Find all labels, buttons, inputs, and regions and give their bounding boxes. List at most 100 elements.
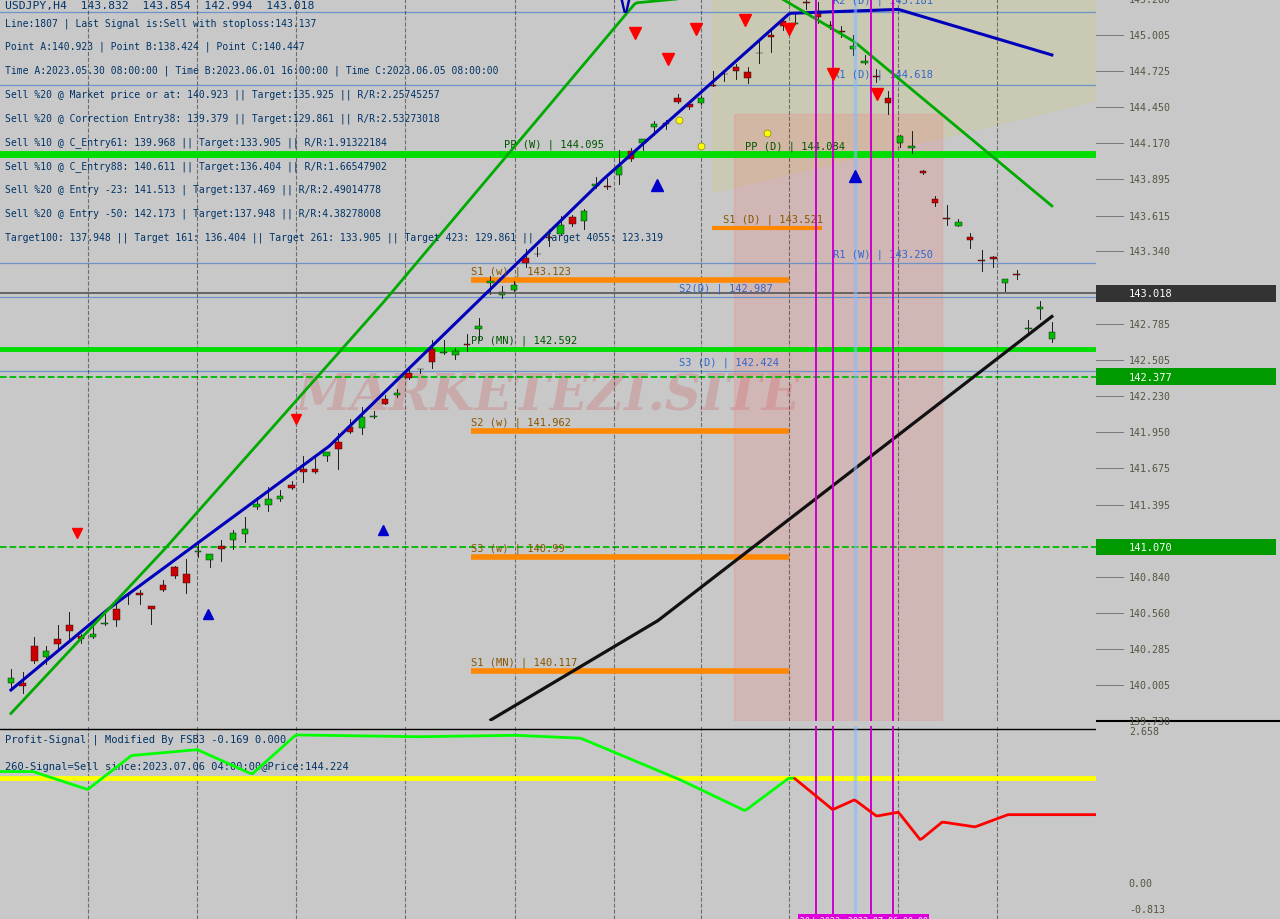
Bar — [183, 574, 189, 584]
Text: Sell %20 @ Entry -23: 141.513 | Target:137.469 || R/R:2.49014778: Sell %20 @ Entry -23: 141.513 | Target:1… — [5, 185, 381, 195]
Text: S1 (D) | 143.521: S1 (D) | 143.521 — [723, 214, 823, 225]
Text: 20/ 2023.07: 20/ 2023.07 — [800, 915, 855, 919]
Text: Time A:2023.05.30 08:00:00 | Time B:2023.06.01 16:00:00 | Time C:2023.06.05 08:0: Time A:2023.05.30 08:00:00 | Time B:2023… — [5, 65, 499, 76]
Bar — [324, 453, 330, 457]
Bar — [452, 351, 458, 356]
Bar — [394, 393, 401, 395]
Text: PP (D) | 144.084: PP (D) | 144.084 — [745, 142, 845, 152]
Text: Profit-Signal | Modified By FSB3 -0.169 0.000: Profit-Signal | Modified By FSB3 -0.169 … — [5, 733, 287, 744]
Bar — [978, 260, 986, 261]
Bar — [160, 585, 166, 591]
Bar — [884, 99, 891, 104]
Bar — [745, 73, 751, 79]
Text: 142.505: 142.505 — [1129, 356, 1171, 366]
Text: 145.280: 145.280 — [1129, 0, 1171, 5]
Polygon shape — [712, 0, 1096, 192]
Text: R2 (D) | 145.181: R2 (D) | 145.181 — [833, 0, 933, 6]
Bar — [920, 172, 927, 175]
Bar — [616, 166, 622, 176]
Bar — [475, 326, 483, 330]
Text: PP (W) | 144.095: PP (W) | 144.095 — [504, 140, 604, 150]
Bar — [42, 651, 50, 657]
Text: 140.285: 140.285 — [1129, 644, 1171, 654]
Text: 2.658: 2.658 — [1129, 726, 1158, 736]
Bar — [347, 427, 353, 432]
Text: 145.005: 145.005 — [1129, 30, 1171, 40]
Text: 142.785: 142.785 — [1129, 319, 1171, 329]
Bar — [522, 258, 529, 264]
Text: USDJPY,H4  143.832  143.854  142.994  143.018: USDJPY,H4 143.832 143.854 142.994 143.01… — [5, 2, 315, 11]
Bar — [955, 223, 961, 226]
Text: S1 (MN) | 140.117: S1 (MN) | 140.117 — [471, 657, 577, 667]
Bar — [113, 609, 119, 620]
Bar — [652, 125, 658, 128]
Text: 141.070: 141.070 — [1129, 542, 1172, 552]
Bar — [288, 486, 294, 489]
Bar — [1014, 275, 1020, 276]
Text: 140.560: 140.560 — [1129, 608, 1171, 618]
Bar — [429, 349, 435, 362]
Bar — [370, 416, 376, 417]
Text: 143.895: 143.895 — [1129, 175, 1171, 185]
Bar — [896, 137, 904, 144]
Bar — [1096, 369, 1276, 386]
Bar — [991, 257, 997, 260]
Bar — [557, 226, 564, 234]
Bar — [55, 640, 61, 644]
Text: S1 (w) | 143.123: S1 (w) | 143.123 — [471, 266, 571, 277]
Bar — [312, 470, 319, 472]
Text: R1 (W) | 143.250: R1 (W) | 143.250 — [833, 249, 933, 260]
Bar — [90, 634, 96, 637]
Text: 20: 20 — [860, 915, 870, 919]
Bar — [932, 199, 938, 204]
Bar — [686, 105, 692, 108]
Bar — [814, 12, 822, 18]
Bar — [499, 292, 506, 296]
Text: 142.230: 142.230 — [1129, 391, 1171, 402]
Bar — [148, 607, 155, 609]
Text: 139.730: 139.730 — [1129, 717, 1171, 726]
Bar — [206, 554, 212, 561]
Bar — [570, 218, 576, 225]
Bar — [966, 237, 973, 241]
Text: R1 (D) | 144.618: R1 (D) | 144.618 — [833, 69, 933, 80]
Text: Sell %10 @ C_Entry88: 140.611 || Target:136.404 || R/R:1.66547902: Sell %10 @ C_Entry88: 140.611 || Target:… — [5, 161, 388, 172]
Bar — [381, 400, 389, 404]
Text: 140.005: 140.005 — [1129, 681, 1171, 691]
Text: 141.675: 141.675 — [1129, 463, 1171, 473]
Bar — [780, 22, 786, 27]
Text: Sell %10 @ C_Entry61: 139.968 || Target:133.905 || R/R:1.91322184: Sell %10 @ C_Entry61: 139.968 || Target:… — [5, 137, 388, 148]
Text: 144.725: 144.725 — [1129, 67, 1171, 77]
Bar — [195, 551, 201, 552]
Bar — [172, 568, 178, 576]
Bar — [1025, 328, 1032, 329]
Bar — [850, 47, 856, 51]
Text: -0.813: -0.813 — [1129, 904, 1165, 914]
Polygon shape — [735, 114, 942, 721]
Text: PP (MN) | 142.592: PP (MN) | 142.592 — [471, 335, 577, 346]
Text: Target100: 137.948 || Target 161: 136.404 || Target 261: 133.905 || Target 423: : Target100: 137.948 || Target 161: 136.40… — [5, 233, 663, 243]
Text: 0.00: 0.00 — [1129, 879, 1153, 889]
Bar — [1048, 333, 1055, 339]
Bar — [19, 684, 26, 686]
Text: S3 (w) | 140.99: S3 (w) | 140.99 — [471, 543, 564, 554]
Bar — [768, 36, 774, 38]
Bar — [675, 99, 681, 103]
Bar — [265, 499, 271, 505]
Bar — [218, 547, 225, 550]
Bar — [31, 647, 37, 662]
Text: 2023.07.06 00:00: 2023.07.06 00:00 — [847, 915, 928, 919]
Text: Point A:140.923 | Point B:138.424 | Point C:140.447: Point A:140.923 | Point B:138.424 | Poin… — [5, 42, 305, 52]
Bar — [627, 152, 634, 160]
Bar — [593, 186, 599, 187]
Bar — [1002, 279, 1009, 283]
Bar — [545, 237, 552, 239]
Bar — [909, 147, 915, 149]
Text: 144.170: 144.170 — [1129, 140, 1171, 149]
Bar — [488, 282, 494, 283]
Bar — [242, 529, 248, 535]
Bar — [861, 62, 868, 63]
Text: 143.340: 143.340 — [1129, 247, 1171, 257]
Text: 260-Signal=Sell since:2023.07.06 04:00:00@Price:144.224: 260-Signal=Sell since:2023.07.06 04:00:0… — [5, 761, 349, 771]
Bar — [78, 636, 84, 639]
